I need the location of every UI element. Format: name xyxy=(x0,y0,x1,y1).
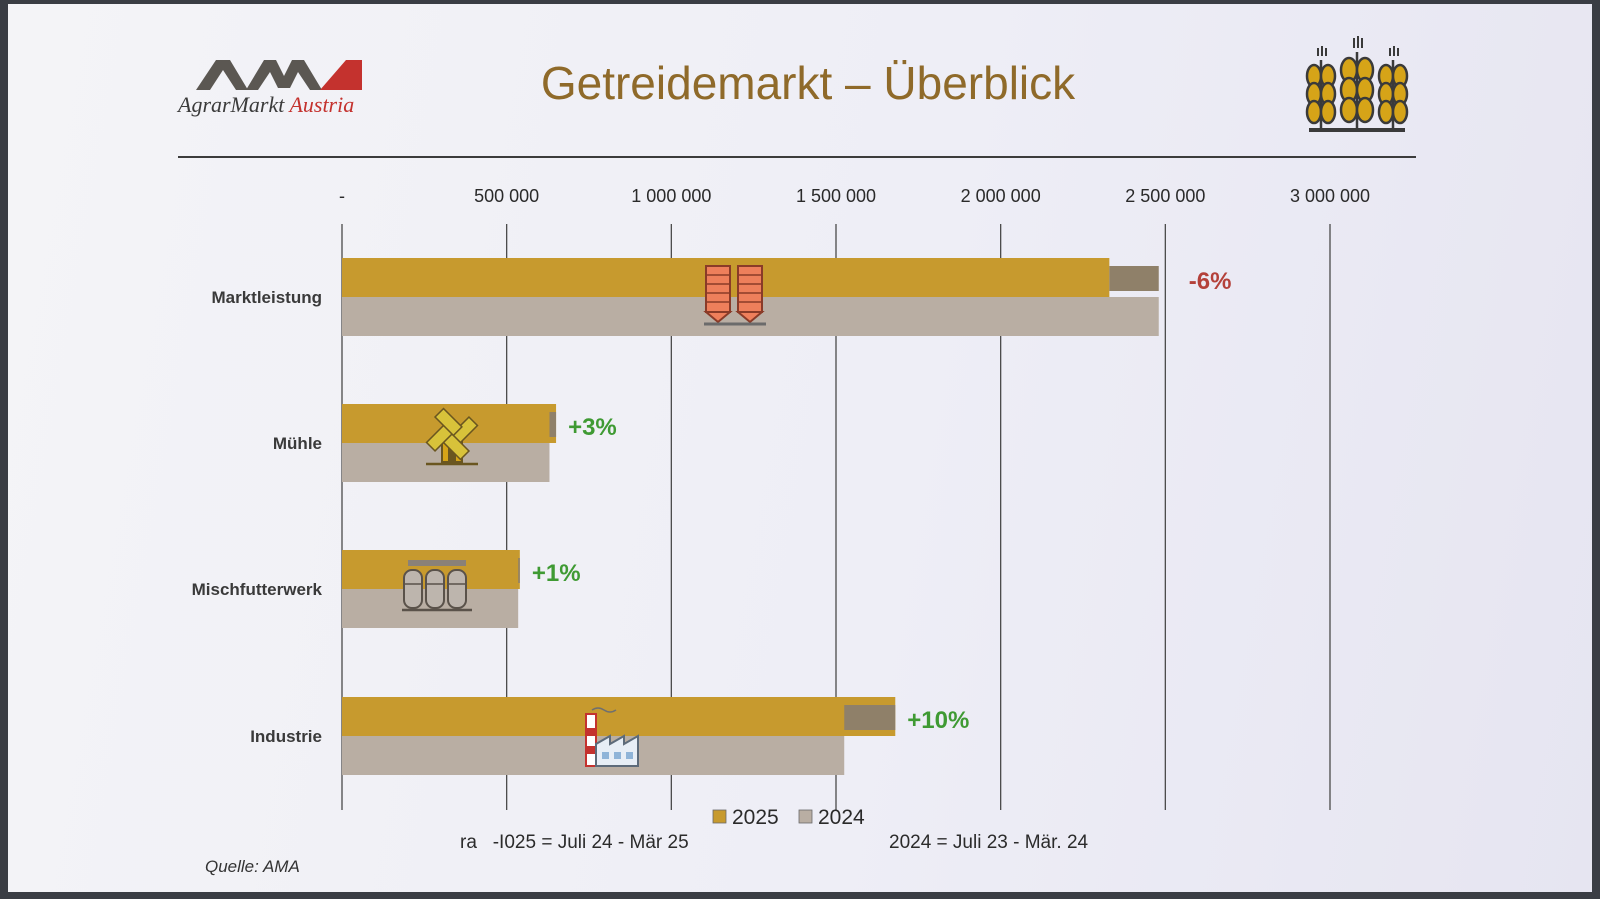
factory-smoke xyxy=(591,707,617,713)
x-tick-label: 2 000 000 xyxy=(961,186,1041,206)
slide: AgrarMarkt Austria Getreidemarkt – Überb… xyxy=(8,4,1592,892)
factory-chimney-stripe xyxy=(586,746,596,754)
factory-window xyxy=(626,752,633,759)
footnote-right: 2024 = Juli 23 - Mär. 24 xyxy=(889,832,1089,853)
bar-2024-overlap xyxy=(549,412,557,437)
change-label: -6% xyxy=(1189,268,1232,295)
category-label: Mühle xyxy=(273,434,322,453)
legend-label-2025: 2025 xyxy=(732,806,779,829)
factory-chimney xyxy=(585,713,597,767)
category-label: Mischfutterwerk xyxy=(192,580,323,599)
feed-mill-icon xyxy=(402,560,472,612)
windmill-blade xyxy=(433,407,463,437)
change-label: +1% xyxy=(532,560,581,587)
feed-silo xyxy=(447,569,467,609)
source-note: Quelle: AMA xyxy=(205,857,300,876)
bar-2025 xyxy=(342,697,896,736)
bar-2024-overlap xyxy=(844,705,896,730)
x-tick-label: 1 500 000 xyxy=(796,186,876,206)
ama-logo-mark xyxy=(196,60,362,90)
change-label: +3% xyxy=(568,414,617,441)
legend-label-2024: 2024 xyxy=(818,806,865,829)
footnote-left: ra -I025 = Juli 24 - Mär 25 xyxy=(460,832,689,853)
silo-hopper xyxy=(703,311,733,324)
logo-text-main: AgrarMarkt xyxy=(178,92,285,117)
category-label: Industrie xyxy=(250,727,322,746)
legend-swatch-2024 xyxy=(798,809,813,824)
x-tick-label: 500 000 xyxy=(474,186,539,206)
factory-window xyxy=(602,752,609,759)
feed-silo xyxy=(403,569,423,609)
bar-chart: - 500 000 1 000 000 1 500 000 2 000 000 2 500… xyxy=(192,186,1370,829)
category-label: Marktleistung xyxy=(211,288,322,307)
windmill-icon xyxy=(425,407,479,466)
factory-window xyxy=(614,752,621,759)
legend-swatch-2025 xyxy=(712,809,727,824)
x-tick-label: 2 500 000 xyxy=(1125,186,1205,206)
factory-chimney-stripe xyxy=(586,728,596,736)
windmill-door xyxy=(448,448,456,462)
feed-silo xyxy=(425,569,445,609)
logo-text: AgrarMarkt Austria xyxy=(178,92,354,118)
feed-mill-pipe xyxy=(408,560,466,566)
wheat-icon xyxy=(1305,36,1409,132)
silo-body xyxy=(705,265,731,313)
silo-icon xyxy=(703,265,766,326)
x-tick-label: 3 000 000 xyxy=(1290,186,1370,206)
factory-icon xyxy=(585,707,639,767)
bar-2024-overlap xyxy=(518,558,520,583)
x-tick-label: 1 000 000 xyxy=(631,186,711,206)
x-tick-label: - xyxy=(339,186,345,206)
factory-hall xyxy=(595,734,639,767)
slide-title: Getreidemarkt – Überblick xyxy=(540,57,1076,109)
title-rule xyxy=(178,156,1416,158)
silo-body xyxy=(737,265,763,313)
silo-hopper xyxy=(735,311,765,324)
logo-text-accent: Austria xyxy=(289,92,355,117)
change-label: +10% xyxy=(907,707,969,734)
bar-2024-overlap xyxy=(1109,266,1159,291)
ama-logo: AgrarMarkt Austria xyxy=(176,52,376,122)
